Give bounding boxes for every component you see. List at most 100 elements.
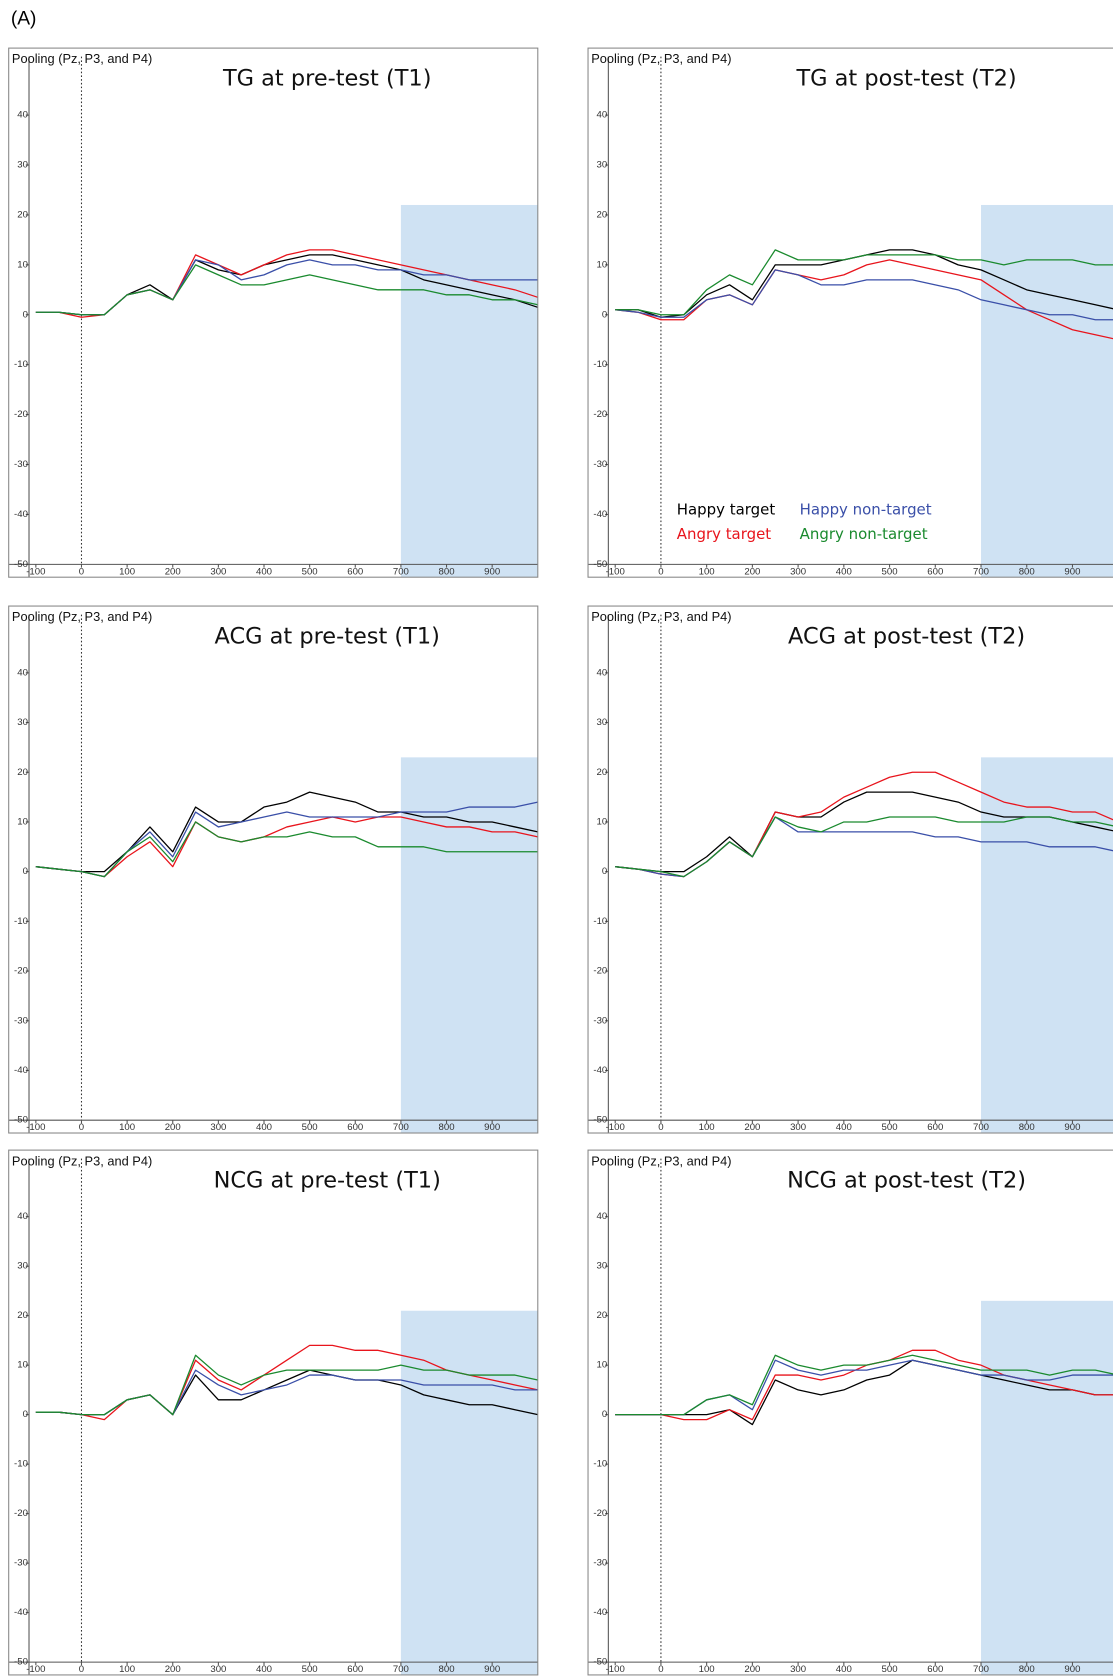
y-tick-label: 20: [597, 767, 608, 778]
y-tick-label: 20: [597, 1310, 608, 1321]
x-tick-label: 700: [973, 1122, 989, 1133]
panel-title: NCG at pre-test (T1): [214, 1168, 441, 1194]
y-axis-label: Pooling (Pz, P3, and P4): [12, 1153, 152, 1168]
y-tick-label: -30: [14, 459, 28, 470]
x-tick-label: -100: [606, 1122, 625, 1133]
y-tick-label: -20: [593, 1508, 607, 1519]
y-tick-label: -10: [593, 359, 607, 370]
x-tick-label: 400: [836, 566, 852, 577]
y-tick-label: -50: [593, 1115, 607, 1126]
y-tick-label: -40: [14, 509, 28, 520]
panel-frame: [587, 1149, 1113, 1676]
y-tick-label: -40: [14, 1065, 28, 1076]
x-tick-label: 400: [256, 1664, 272, 1675]
x-tick-label: 0: [658, 1122, 663, 1133]
shaded-window: [981, 204, 1113, 578]
y-tick-label: -30: [14, 1015, 28, 1026]
x-tick-label: 600: [347, 566, 363, 577]
x-tick-label: 800: [1019, 566, 1035, 577]
x-tick-label: 900: [484, 566, 500, 577]
y-tick-label: 30: [597, 160, 608, 171]
y-axis-label: Pooling (Pz, P3, and P4): [12, 51, 152, 66]
x-tick-label: 200: [165, 1122, 181, 1133]
x-tick-label: 300: [790, 1122, 806, 1133]
y-tick-label: 0: [23, 866, 28, 877]
y-tick-label: -30: [14, 1558, 28, 1569]
x-tick-label: 700: [393, 1664, 409, 1675]
x-tick-label: 100: [699, 1664, 715, 1675]
y-tick-label: 20: [17, 209, 28, 220]
x-tick-label: 500: [302, 566, 318, 577]
panel-frame: [8, 47, 539, 578]
y-tick-label: -10: [593, 1459, 607, 1470]
x-tick-label: 0: [658, 1664, 663, 1675]
x-tick-label: 300: [210, 1664, 226, 1675]
y-tick-label: 40: [597, 667, 608, 678]
y-tick-label: -10: [14, 1459, 28, 1470]
y-tick-label: -50: [593, 1657, 607, 1668]
x-tick-label: 300: [790, 566, 806, 577]
y-axis-label: Pooling (Pz, P3, and P4): [591, 609, 731, 624]
x-tick-label: 400: [256, 566, 272, 577]
legend-entry: Happy target: [677, 500, 776, 518]
x-tick-label: 900: [1064, 1664, 1080, 1675]
panel-frame: [587, 605, 1113, 1134]
shaded-window: [981, 1300, 1113, 1675]
x-tick-label: 500: [302, 1664, 318, 1675]
y-tick-label: 20: [17, 1310, 28, 1321]
x-tick-label: 100: [119, 1122, 135, 1133]
y-tick-label: 10: [597, 259, 608, 270]
x-tick-label: 900: [484, 1122, 500, 1133]
x-tick-label: 0: [79, 1122, 84, 1133]
x-tick-label: 100: [699, 566, 715, 577]
y-tick-label: 40: [597, 1211, 608, 1222]
x-tick-label: -100: [606, 1664, 625, 1675]
x-tick-label: 500: [302, 1122, 318, 1133]
x-tick-label: 500: [882, 1122, 898, 1133]
x-tick-label: 800: [1019, 1664, 1035, 1675]
y-tick-label: 30: [597, 717, 608, 728]
series-line: [35, 1354, 538, 1416]
series-line: [615, 259, 1113, 340]
x-tick-label: 300: [210, 1122, 226, 1133]
series-line: [615, 269, 1113, 321]
y-tick-label: -30: [593, 459, 607, 470]
y-tick-label: 40: [17, 110, 28, 121]
y-tick-label: -50: [14, 1657, 28, 1668]
y-tick-label: -50: [14, 1115, 28, 1126]
x-tick-label: 800: [439, 1664, 455, 1675]
x-tick-label: 100: [699, 1122, 715, 1133]
y-tick-label: -30: [593, 1558, 607, 1569]
y-tick-label: 30: [17, 717, 28, 728]
series-line: [35, 791, 538, 873]
legend-entry: Happy non-target: [800, 500, 932, 518]
x-tick-label: 400: [256, 1122, 272, 1133]
x-tick-label: 800: [439, 1122, 455, 1133]
x-tick-label: 0: [79, 566, 84, 577]
x-tick-label: 300: [790, 1664, 806, 1675]
y-tick-label: 30: [17, 1261, 28, 1272]
x-tick-label: 300: [210, 566, 226, 577]
y-tick-label: -20: [593, 409, 607, 420]
y-axis-label: Pooling (Pz, P3, and P4): [591, 51, 731, 66]
y-tick-label: -50: [14, 559, 28, 570]
x-tick-label: 700: [973, 1664, 989, 1675]
panel-frame: [8, 1149, 539, 1676]
y-tick-label: -50: [593, 559, 607, 570]
y-tick-label: 10: [17, 816, 28, 827]
y-tick-label: 40: [17, 667, 28, 678]
y-tick-label: 10: [597, 1360, 608, 1371]
x-tick-label: 200: [165, 1664, 181, 1675]
x-tick-label: 700: [393, 1122, 409, 1133]
y-tick-label: -20: [14, 409, 28, 420]
y-tick-label: -40: [14, 1607, 28, 1618]
x-tick-label: 700: [973, 566, 989, 577]
panel-title: TG at post-test (T2): [795, 66, 1016, 92]
x-tick-label: 500: [882, 566, 898, 577]
y-tick-label: -40: [593, 1607, 607, 1618]
